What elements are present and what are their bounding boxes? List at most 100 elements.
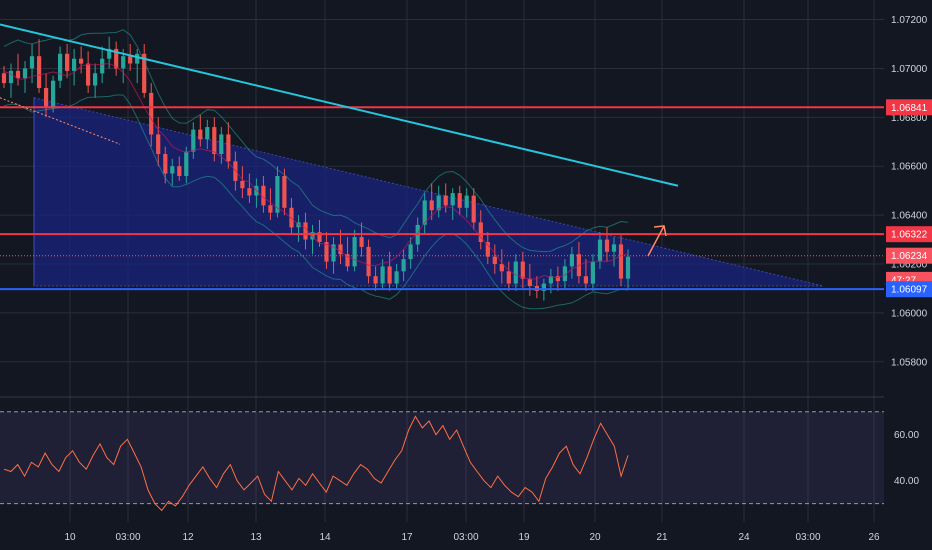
candle-11 — [79, 46, 84, 74]
candlestick-series — [1, 36, 631, 301]
candle-73 — [513, 254, 518, 291]
candle-38 — [268, 188, 273, 220]
candle-body-46 — [324, 242, 329, 262]
candle-body-0 — [1, 73, 7, 84]
time-tick-label: 17 — [401, 532, 413, 543]
candle-body-21 — [149, 92, 154, 135]
candle-body-40 — [282, 176, 287, 208]
candle-body-86 — [604, 239, 610, 252]
candle-body-18 — [128, 56, 133, 64]
candle-67 — [471, 188, 476, 230]
candle-27 — [191, 122, 196, 159]
candle-body-30 — [212, 127, 217, 154]
price-tag-1: 1.06322 — [886, 226, 932, 243]
candle-body-74 — [520, 261, 525, 279]
candle-14 — [100, 46, 105, 84]
candle-24 — [170, 158, 175, 186]
candle-80 — [562, 259, 567, 289]
price-tick-label: 1.07000 — [891, 64, 928, 75]
price-tick-label: 1.06800 — [891, 113, 928, 124]
time-tick-label: 03:00 — [115, 532, 140, 543]
time-tick-label: 20 — [589, 532, 601, 543]
candle-37 — [261, 176, 266, 213]
candle-body-83 — [583, 276, 588, 284]
candle-body-31 — [219, 134, 224, 154]
candle-body-68 — [478, 222, 483, 242]
candle-12 — [86, 51, 91, 93]
candle-body-73 — [513, 261, 518, 284]
price-tag-0: 1.06841 — [886, 99, 932, 116]
candle-43 — [303, 212, 308, 250]
price-tag-box-2 — [886, 247, 932, 264]
candle-31 — [219, 127, 224, 164]
candle-53 — [373, 266, 378, 291]
candle-body-39 — [275, 176, 280, 213]
candle-body-63 — [443, 195, 448, 206]
candle-87 — [611, 237, 617, 267]
candle-5 — [37, 39, 42, 93]
candle-body-78 — [548, 276, 553, 284]
candle-body-84 — [590, 261, 595, 284]
candle-body-41 — [289, 207, 294, 228]
price-tick-label: 1.07200 — [891, 15, 928, 26]
chart-overlays — [0, 23, 884, 310]
candle-body-38 — [268, 205, 273, 213]
candle-body-77 — [541, 283, 546, 291]
candle-body-34 — [240, 180, 245, 189]
candle-50 — [352, 229, 357, 272]
candle-8 — [58, 46, 63, 88]
candle-body-53 — [373, 276, 378, 284]
price-axis: 1.07200 1.07000 1.06800 1.06600 1.06400 1.062… — [891, 15, 928, 487]
candle-body-9 — [65, 53, 70, 71]
candle-75 — [527, 264, 532, 296]
candle-3 — [22, 61, 28, 93]
candle-65 — [457, 185, 462, 216]
candle-body-35 — [247, 188, 252, 196]
candle-84 — [590, 254, 595, 291]
candle-body-6 — [44, 88, 49, 108]
candle-body-13 — [93, 73, 98, 86]
candle-body-1 — [8, 70, 14, 84]
price-tag-label: 1.06322 — [891, 230, 928, 241]
candle-body-15 — [107, 48, 112, 59]
candle-16 — [114, 41, 119, 76]
candle-0 — [1, 66, 7, 88]
candle-57 — [401, 249, 406, 282]
candle-body-27 — [191, 129, 196, 152]
candle-58 — [408, 237, 413, 269]
candle-56 — [394, 264, 399, 289]
price-tags[interactable]: 1.06841 1.06322 1.06234 47:271.06097 — [886, 99, 932, 298]
candle-69 — [485, 232, 490, 264]
candle-51 — [359, 222, 364, 257]
time-tick-label: 19 — [518, 532, 530, 543]
candle-body-47 — [331, 244, 336, 262]
candle-body-64 — [450, 193, 455, 206]
time-tick-label: 26 — [868, 532, 880, 543]
bollinger-upper-band — [3, 29, 629, 253]
candle-body-69 — [485, 242, 490, 257]
candle-body-19 — [135, 53, 140, 64]
bollinger-basis — [3, 63, 629, 280]
time-axis: 10 03:00 12 13 14 17 03:00 19 20 21 24 03:00 26 — [64, 532, 880, 543]
candle-body-89 — [625, 256, 631, 279]
candle-21 — [149, 83, 154, 147]
candle-66 — [464, 188, 469, 218]
candle-body-62 — [436, 195, 441, 211]
candle-74 — [520, 251, 525, 289]
rsi-band-background — [0, 411, 884, 504]
candle-48 — [338, 229, 343, 264]
candle-body-67 — [471, 195, 476, 223]
candle-52 — [366, 239, 371, 284]
candle-71 — [499, 249, 504, 284]
time-tick-label: 21 — [656, 532, 668, 543]
candle-9 — [65, 44, 70, 79]
candle-body-58 — [408, 244, 413, 260]
candle-body-66 — [464, 195, 469, 208]
candle-29 — [205, 119, 210, 150]
candle-44 — [310, 224, 315, 255]
candle-body-81 — [569, 254, 574, 267]
time-tick-label: 13 — [250, 532, 262, 543]
candle-body-87 — [611, 244, 617, 252]
candle-85 — [597, 232, 603, 269]
